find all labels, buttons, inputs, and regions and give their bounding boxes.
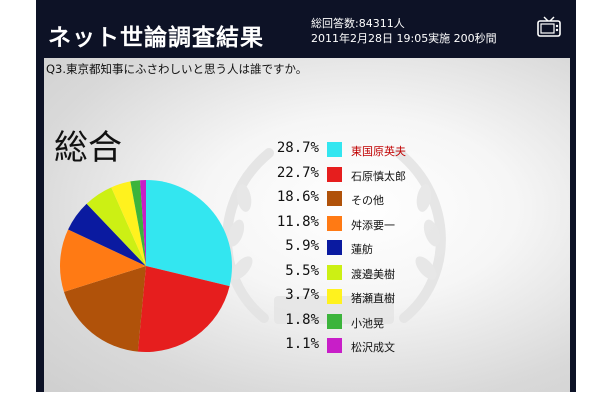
legend-label: 蓮舫	[351, 243, 373, 256]
pie-slice-2	[137, 266, 230, 353]
pie-slice-5	[68, 203, 146, 266]
legend-percentage: 1.1%	[285, 336, 319, 352]
legend-percentage: 5.5%	[285, 262, 319, 279]
results-panel: Q3.東京都知事にふさわしいと思う人は誰ですか。 総合 28.7% 東国原英夫 22…	[44, 58, 570, 392]
legend-item: 5.5% 渡邉美樹	[249, 261, 449, 283]
poll-results-screen: ネット世論調査結果 総回答数:84311人 2011年2月28日 19:05実施…	[36, 0, 576, 392]
legend-swatch	[327, 313, 342, 329]
pie-slice-8	[130, 180, 146, 266]
legend-percentage: 18.6%	[276, 189, 319, 205]
legend-swatch	[327, 240, 342, 255]
tv-icon[interactable]	[536, 16, 562, 38]
header-bar: ネット世論調査結果 総回答数:84311人 2011年2月28日 19:05実施…	[36, 8, 576, 58]
legend-label: 石原慎太郎	[351, 169, 406, 183]
legend-label: 猪瀬直樹	[351, 292, 395, 305]
legend-swatch	[327, 338, 342, 353]
legend-label: 松沢成文	[351, 341, 395, 354]
legend-label: 渡邉美樹	[351, 267, 395, 281]
legend-item: 1.1% 松沢成文	[249, 334, 449, 356]
legend-swatch	[327, 191, 342, 206]
legend-item: 3.7% 猪瀬直樹	[249, 285, 449, 307]
pie-slice-6	[86, 187, 146, 266]
legend-label: その他	[351, 194, 384, 207]
legend-item: 1.8% 小池晃	[249, 310, 449, 332]
left-margin	[0, 0, 36, 400]
section-label: 総合	[54, 128, 122, 168]
legend-label: 小池晃	[351, 316, 384, 330]
legend-percentage: 11.8%	[276, 213, 319, 230]
legend-item: 5.9% 蓮舫	[249, 236, 449, 258]
legend-swatch	[327, 166, 342, 182]
legend-label: 東国原英夫	[351, 145, 406, 158]
legend-label: 舛添要一	[351, 218, 395, 232]
page-title: ネット世論調査結果	[48, 25, 264, 51]
legend-percentage: 28.7%	[276, 140, 319, 156]
legend-swatch	[327, 142, 342, 157]
legend-item: 18.6% その他	[249, 187, 449, 209]
legend-item: 11.8% 舛添要一	[249, 212, 449, 234]
pie-slice-7	[111, 181, 146, 266]
legend-item: 28.7% 東国原英夫	[249, 138, 449, 160]
legend-swatch	[327, 289, 342, 304]
total-responses: 総回答数:84311人	[311, 17, 405, 30]
laurel-watermark-icon	[222, 148, 446, 324]
poll-meta: 総回答数:84311人 2011年2月28日 19:05実施 200秒間	[311, 16, 497, 46]
legend-percentage: 3.7%	[285, 287, 319, 303]
legend-percentage: 22.7%	[276, 164, 319, 181]
pie-slice-9	[140, 180, 146, 266]
pie-slice-3	[63, 266, 147, 352]
pie-slice-4	[60, 229, 146, 292]
legend-percentage: 5.9%	[285, 238, 319, 254]
poll-info: 2011年2月28日 19:05実施 200秒間	[311, 32, 497, 45]
question-text: Q3.東京都知事にふさわしいと思う人は誰ですか。	[46, 62, 308, 76]
legend-swatch	[327, 264, 342, 280]
legend-swatch	[327, 215, 342, 231]
bottom-margin	[36, 392, 576, 400]
right-margin	[576, 0, 610, 400]
legend-item: 22.7% 石原慎太郎	[249, 163, 449, 185]
legend-percentage: 1.8%	[285, 311, 319, 328]
pie-chart	[60, 180, 232, 353]
pie-slice-1	[146, 180, 232, 287]
